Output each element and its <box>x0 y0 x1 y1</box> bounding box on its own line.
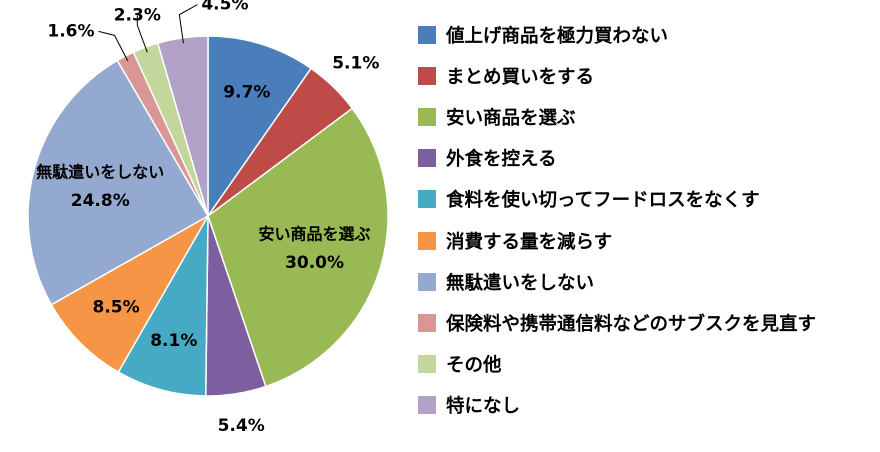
leader-line <box>178 4 198 44</box>
leader-line <box>136 15 148 53</box>
legend-label: 外食を控える <box>446 149 557 171</box>
slice-value-label: 24.8% <box>71 191 130 211</box>
pie-slice <box>207 107 389 388</box>
slice-value-label: 9.7% <box>223 82 270 102</box>
legend-swatch <box>418 355 436 374</box>
slice-value-label: 5.1% <box>332 53 379 73</box>
legend-item: 保険料や携帯通信料などのサブスクを見直す <box>418 302 816 343</box>
legend-label: 安い商品を選ぶ <box>446 107 576 129</box>
legend-label: 消費する量を減らす <box>446 231 613 253</box>
leader-line <box>98 30 129 62</box>
pie-slice <box>117 213 209 397</box>
legend-label: 特になし <box>446 396 521 418</box>
legend-label: まとめ買いをする <box>446 66 595 88</box>
legend-label: 食料を使い切ってフードロスをなくす <box>446 190 760 212</box>
legend-item: 無駄遣いをしない <box>418 261 816 302</box>
pie-slice <box>207 35 313 219</box>
pie-slice <box>27 59 210 306</box>
legend-item: 特になし <box>418 385 816 426</box>
slice-value-label: 5.4% <box>218 416 265 436</box>
legend-item: その他 <box>418 344 816 385</box>
legend-label: その他 <box>446 355 502 377</box>
legend-item: 食料を使い切ってフードロスをなくす <box>418 179 816 220</box>
legend-item: 値上げ商品を極力買わない <box>418 14 816 55</box>
legend: 値上げ商品を極力買わない まとめ買いをする 安い商品を選ぶ 外食を控える食料を使い切っ… <box>418 14 816 426</box>
legend-item: 消費する量を減らす <box>418 220 816 261</box>
slice-value-label: 1.6% <box>47 21 94 41</box>
slice-value-label: 8.1% <box>150 331 197 351</box>
legend-item: 外食を控える <box>418 138 816 179</box>
slice-value-label: 2.3% <box>114 5 161 25</box>
legend-swatch <box>418 25 436 44</box>
legend-swatch <box>418 396 436 415</box>
legend-label: 無駄遣いをしない <box>446 272 595 294</box>
legend-label: 保険料や携帯通信料などのサブスクを見直す <box>446 313 817 335</box>
legend-label: 値上げ商品を極力買わない <box>446 25 669 47</box>
legend-swatch <box>418 272 436 291</box>
legend-swatch <box>418 66 436 85</box>
legend-item: まとめ買いをする <box>418 55 816 96</box>
slice-value-label: 8.5% <box>92 297 139 317</box>
slice-value-label: 4.5% <box>201 0 248 15</box>
legend-swatch <box>418 149 436 168</box>
legend-item: 安い商品を選ぶ <box>418 96 816 137</box>
legend-swatch <box>418 313 436 332</box>
legend-swatch <box>418 107 436 126</box>
slice-inner-label: 無駄遣いをしない <box>36 162 164 181</box>
legend-swatch <box>418 231 436 250</box>
slice-value-label: 30.0% <box>285 253 344 273</box>
slice-inner-label: 安い商品を選ぶ <box>259 225 371 244</box>
legend-swatch <box>418 190 436 209</box>
pie-slice <box>50 213 211 374</box>
